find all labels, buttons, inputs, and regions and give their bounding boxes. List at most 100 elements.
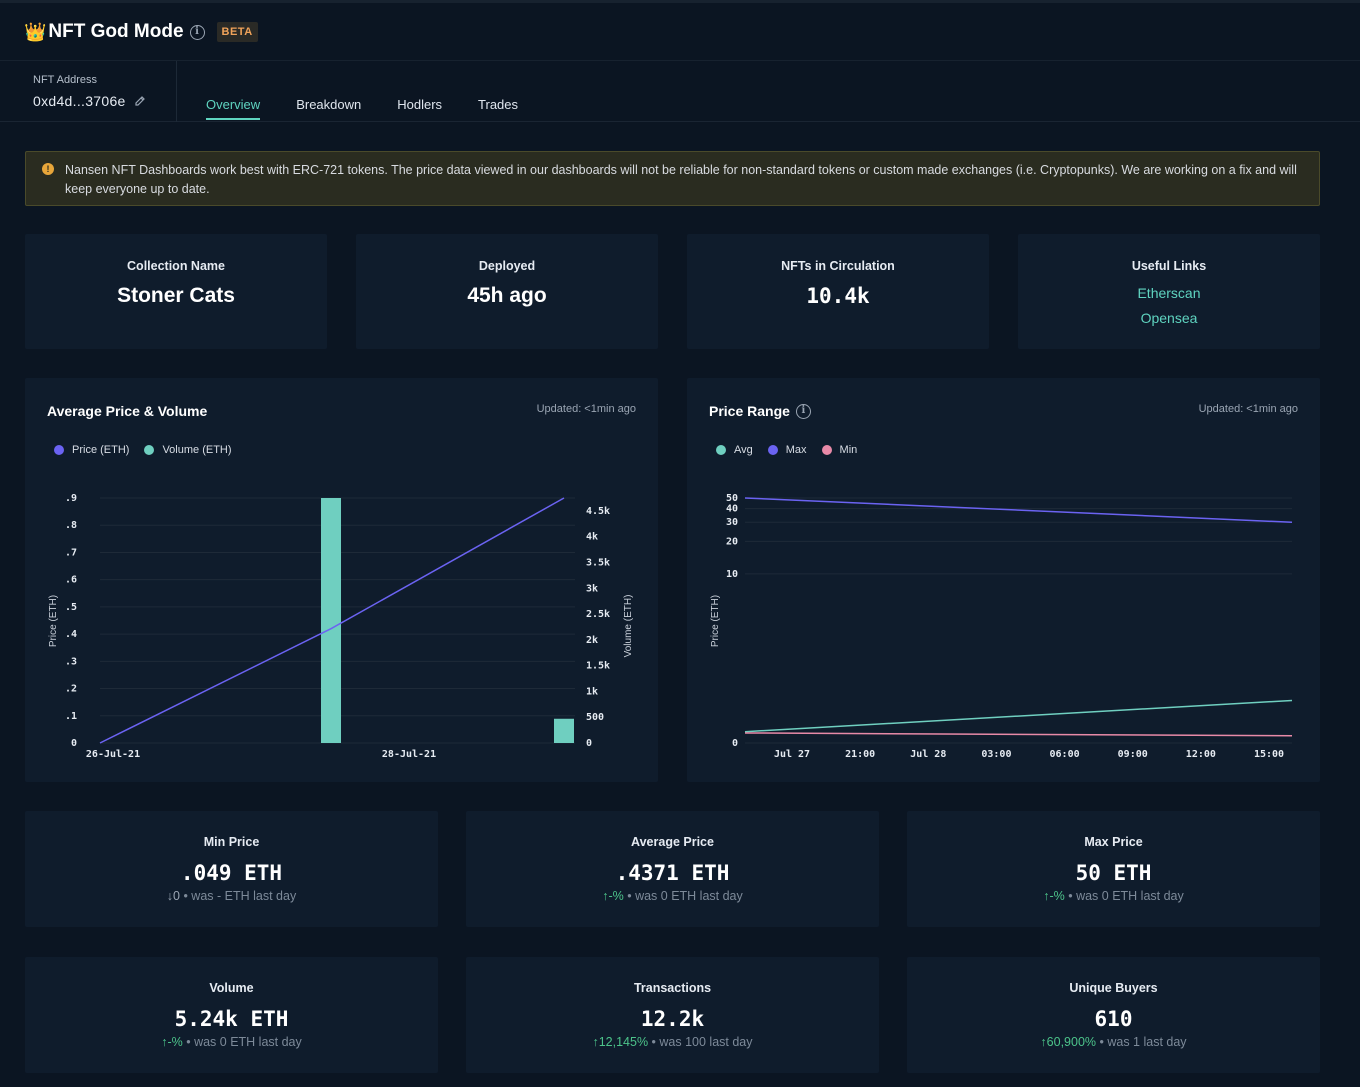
y2-tick-label: 0 bbox=[586, 738, 592, 749]
y-tick-label: .5 bbox=[65, 602, 77, 613]
nft-address-value: 0xd4d...3706e bbox=[33, 93, 146, 109]
useful-links-label: Useful Links bbox=[1131, 259, 1207, 273]
y2-tick-label: 3.5k bbox=[586, 557, 610, 568]
min-price-label: Min Price bbox=[203, 835, 260, 849]
collection-name-value: Stoner Cats bbox=[117, 284, 235, 307]
avg-price-volume-card: Average Price & Volume Updated: <1min ag… bbox=[25, 378, 658, 782]
alert-text: Nansen NFT Dashboards work best with ERC… bbox=[65, 163, 1297, 196]
legend-min-dot bbox=[821, 445, 832, 455]
page-title: NFT God Mode bbox=[48, 21, 184, 42]
max-price-card: Max Price 50 ETH ↑-% • was 0 ETH last da… bbox=[907, 811, 1320, 927]
tab-breakdown[interactable]: Breakdown bbox=[296, 97, 362, 112]
range-chart-title: Price Range bbox=[709, 403, 790, 419]
y-tick-label: .7 bbox=[65, 547, 77, 558]
max-price-change: ↑-% • was 0 ETH last day bbox=[907, 889, 1320, 903]
min-price-value: .049 ETH bbox=[180, 861, 283, 885]
max-price-change-value: -% bbox=[1049, 889, 1065, 903]
tab-overview[interactable]: Overview bbox=[206, 97, 261, 120]
average-price-card: Average Price .4371 ETH ↑-% • was 0 ETH … bbox=[466, 811, 879, 927]
crown-icon: 👑 bbox=[24, 22, 47, 42]
arrow-up-icon: ↑ bbox=[592, 1035, 599, 1049]
range-chart-legend: Avg Max Min bbox=[716, 444, 872, 456]
legend-min-label: Min bbox=[839, 444, 858, 456]
y2-tick-label: 1.5k bbox=[586, 661, 610, 672]
legend-min[interactable]: Min bbox=[821, 444, 858, 456]
legend-volume[interactable]: Volume (ETH) bbox=[144, 444, 232, 456]
edit-pencil-icon[interactable] bbox=[134, 95, 146, 107]
tab-hodlers[interactable]: Hodlers bbox=[397, 97, 443, 112]
legend-price[interactable]: Price (ETH) bbox=[54, 444, 129, 456]
price-range-card: Price Range i Updated: <1min ago Avg Max… bbox=[687, 378, 1320, 782]
unique-buyers-change-value: 60,900% bbox=[1046, 1035, 1097, 1049]
min-price-change-suffix: • was - ETH last day bbox=[179, 889, 297, 903]
y2-tick-label: 2.5k bbox=[586, 609, 610, 620]
x-tick-label: 21:00 bbox=[845, 749, 875, 760]
x-tick-label: Jul 27 bbox=[774, 749, 810, 760]
info-icon[interactable]: i bbox=[189, 24, 205, 40]
y-tick-label: 40 bbox=[726, 504, 738, 515]
x-tick-label: 06:00 bbox=[1050, 749, 1080, 760]
volume-bar bbox=[554, 718, 574, 743]
volume-value: 5.24k ETH bbox=[174, 1007, 289, 1031]
volume-card: Volume 5.24k ETH ↑-% • was 0 ETH last da… bbox=[25, 957, 438, 1073]
unique-buyers-label: Unique Buyers bbox=[1069, 981, 1158, 995]
average-price-change-value: -% bbox=[608, 889, 624, 903]
price-range-info-icon[interactable]: i bbox=[795, 403, 811, 419]
min-price-change: ↓0 • was - ETH last day bbox=[25, 889, 438, 903]
x-tick-label: 12:00 bbox=[1186, 749, 1216, 760]
legend-avg[interactable]: Avg bbox=[716, 444, 753, 456]
legend-price-dot bbox=[54, 445, 64, 455]
nft-address-text: 0xd4d...3706e bbox=[33, 93, 126, 109]
transactions-change: ↑12,145% • was 100 last day bbox=[466, 1035, 879, 1049]
tab-bar: Overview Breakdown Hodlers Trades bbox=[206, 97, 554, 120]
y-tick-label: .3 bbox=[65, 656, 77, 667]
x-tick-label: 03:00 bbox=[981, 749, 1011, 760]
avg-price-volume-chart: 0 .1 .2 .3 .4 .5 .6 .7 .8 .9 0 500 1k 1.5k 2k 2.5k 3k 3.5… bbox=[48, 493, 634, 760]
opensea-link[interactable]: Opensea bbox=[1140, 310, 1198, 326]
series-line-max bbox=[744, 497, 1293, 523]
average-price-value: .4371 ETH bbox=[615, 861, 730, 885]
circulation-card: NFTs in Circulation 10.4k bbox=[687, 234, 989, 349]
x-tick-label: Jul 28 bbox=[910, 749, 946, 760]
legend-price-label: Price (ETH) bbox=[72, 444, 130, 456]
y-tick-label: .8 bbox=[65, 520, 77, 531]
volume-change-suffix: • was 0 ETH last day bbox=[182, 1035, 302, 1049]
beta-badge: BETA bbox=[216, 22, 258, 42]
y-tick-label: 0 bbox=[732, 738, 738, 749]
y-tick-label: 20 bbox=[726, 536, 738, 547]
legend-max-dot bbox=[767, 445, 778, 455]
tab-trades[interactable]: Trades bbox=[478, 97, 519, 112]
volume-label: Volume bbox=[209, 981, 254, 995]
legend-max[interactable]: Max bbox=[767, 444, 807, 456]
unique-buyers-value: 610 bbox=[1094, 1007, 1133, 1031]
y2-axis-title: Volume (ETH) bbox=[623, 595, 634, 658]
y-tick-label: 30 bbox=[726, 517, 738, 528]
volume-bar bbox=[321, 498, 341, 743]
average-price-change: ↑-% • was 0 ETH last day bbox=[466, 889, 879, 903]
warning-alert: ! Nansen NFT Dashboards work best with E… bbox=[25, 151, 1320, 206]
y2-tick-label: 4k bbox=[586, 532, 598, 543]
x-tick-label: 15:00 bbox=[1254, 749, 1284, 760]
y-tick-label: .4 bbox=[65, 629, 77, 640]
y-tick-label: .9 bbox=[65, 493, 77, 504]
y-axis-title: Price (ETH) bbox=[710, 595, 721, 647]
min-price-change-value: 0 bbox=[173, 889, 180, 903]
min-price-card: Min Price .049 ETH ↓0 • was - ETH last d… bbox=[25, 811, 438, 927]
collection-name-label: Collection Name bbox=[127, 259, 225, 273]
etherscan-link[interactable]: Etherscan bbox=[1137, 285, 1201, 301]
x-tick-label: 09:00 bbox=[1118, 749, 1148, 760]
y2-tick-label: 3k bbox=[586, 583, 598, 594]
y2-tick-label: 4.5k bbox=[586, 506, 610, 517]
transactions-change-suffix: • was 100 last day bbox=[648, 1035, 753, 1049]
legend-max-label: Max bbox=[785, 444, 807, 456]
nft-address-box: NFT Address 0xd4d...3706e bbox=[0, 61, 177, 122]
arrow-up-icon: ↑ bbox=[602, 889, 609, 903]
series-line-min bbox=[744, 732, 1293, 737]
subnav: NFT Address 0xd4d...3706e Overview Break… bbox=[0, 60, 1360, 122]
arrow-up-icon: ↑ bbox=[1043, 889, 1050, 903]
legend-avg-dot bbox=[716, 445, 726, 455]
y-tick-label: 10 bbox=[726, 569, 738, 580]
x-tick-label: 28-Jul-21 bbox=[382, 749, 436, 760]
y2-tick-label: 2k bbox=[586, 635, 598, 646]
circulation-value: 10.4k bbox=[806, 284, 870, 308]
